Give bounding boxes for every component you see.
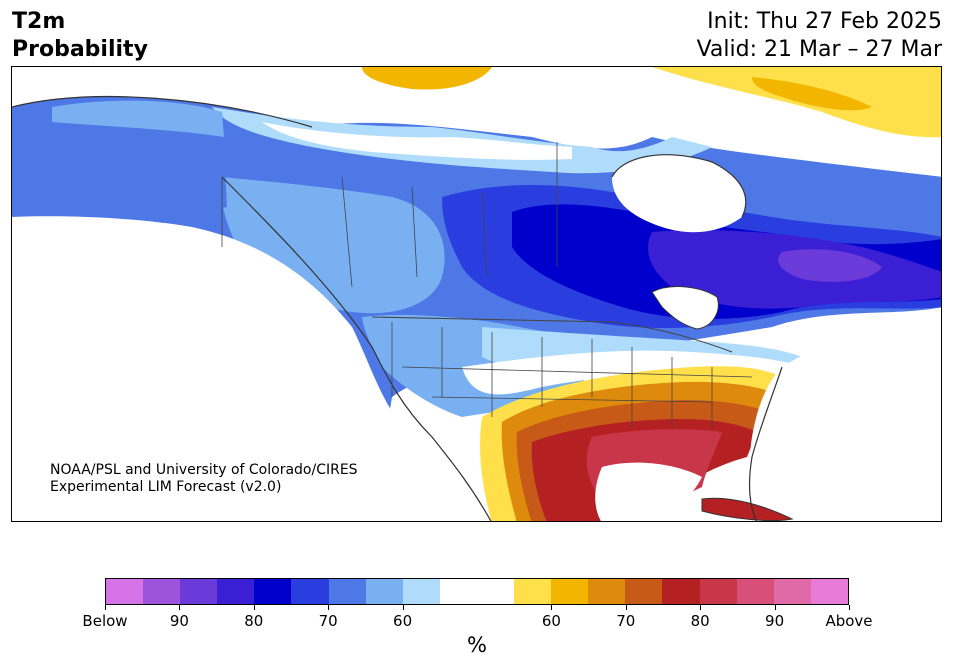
region-alaska-light xyxy=(52,100,224,137)
colorbar-segment xyxy=(439,579,477,604)
colorbar-segment xyxy=(588,579,626,604)
colorbar-segment xyxy=(625,579,663,604)
chart-title: T2m Probability xyxy=(12,8,148,64)
coastline xyxy=(12,96,783,521)
colorbar-tick-label: 60 xyxy=(541,612,561,630)
colorbar-tickmark xyxy=(179,605,181,610)
region-white-north xyxy=(262,122,572,160)
colorbar-segment xyxy=(291,579,329,604)
colorbar-tickmark xyxy=(774,605,776,610)
colorbar-segment xyxy=(365,579,403,604)
colorbar-tick-label: 90 xyxy=(169,612,189,630)
colorbar-tick-label: 60 xyxy=(393,612,413,630)
subtitle-label: Probability xyxy=(12,37,148,62)
colorbar-tick-label: 80 xyxy=(690,612,710,630)
colorbar-tickmark xyxy=(328,605,330,610)
colorbar-segment xyxy=(699,579,737,604)
colorbar-tick-label: 70 xyxy=(318,612,338,630)
colorbar-segment xyxy=(662,579,700,604)
colorbar-segment xyxy=(476,579,515,604)
colorbar-tickmark xyxy=(551,605,553,610)
colorbar-tick-label: 90 xyxy=(765,612,785,630)
colorbar-tickmark xyxy=(402,605,404,610)
region-arctic-white xyxy=(492,67,652,97)
colorbar-segment xyxy=(551,579,589,604)
province-borders xyxy=(221,142,558,288)
probability-map xyxy=(12,67,941,521)
region-arctic-yellow-2 xyxy=(652,67,941,138)
cuba xyxy=(701,497,794,521)
colorbar-tickmark xyxy=(849,605,850,610)
init-date: Init: Thu 27 Feb 2025 xyxy=(707,9,942,34)
region-arctic-orange xyxy=(752,77,872,111)
valid-range: Valid: 21 Mar – 27 Mar xyxy=(696,37,942,62)
colorbar-segment xyxy=(254,579,292,604)
gulf-of-mexico xyxy=(595,462,702,521)
colorbar-segment xyxy=(514,579,552,604)
colorbar-unit: % xyxy=(467,633,487,657)
colorbar-segment xyxy=(810,579,848,604)
region-quebec-core xyxy=(778,249,882,282)
colorbar-segment xyxy=(217,579,255,604)
forecast-dates: Init: Thu 27 Feb 2025 Valid: 21 Mar – 27… xyxy=(697,8,942,64)
colorbar-segment xyxy=(180,579,218,604)
map-panel: NOAA/PSL and University of Colorado/CIRE… xyxy=(11,66,942,522)
us-canada-border xyxy=(371,316,733,353)
great-lakes xyxy=(651,286,719,330)
colorbar-tick-label: Above xyxy=(825,612,873,630)
credit-line-2: Experimental LIM Forecast (v2.0) xyxy=(50,479,282,495)
credit-text: NOAA/PSL and University of Colorado/CIRE… xyxy=(50,462,358,496)
colorbar-tickmark xyxy=(625,605,627,610)
hudson-bay xyxy=(612,154,746,233)
colorbar xyxy=(105,578,849,605)
colorbar-segment xyxy=(736,579,774,604)
credit-line-1: NOAA/PSL and University of Colorado/CIRE… xyxy=(50,462,358,478)
colorbar-segment xyxy=(143,579,181,604)
region-arctic-yellow-1 xyxy=(362,67,492,90)
colorbar-segment xyxy=(773,579,811,604)
pacific-ocean xyxy=(12,216,481,521)
colorbar-tickmark xyxy=(105,605,106,610)
colorbar-segment xyxy=(402,579,440,604)
colorbar-tick-label: 70 xyxy=(616,612,636,630)
variable-label: T2m xyxy=(12,9,66,34)
colorbar-segment xyxy=(106,579,144,604)
colorbar-segment xyxy=(328,579,366,604)
colorbar-tick-label: Below xyxy=(82,612,128,630)
colorbar-tick-label: 80 xyxy=(244,612,264,630)
colorbar-tickmark xyxy=(700,605,702,610)
colorbar-tickmark xyxy=(253,605,255,610)
state-borders xyxy=(391,322,753,427)
atlantic-ocean xyxy=(750,327,941,521)
